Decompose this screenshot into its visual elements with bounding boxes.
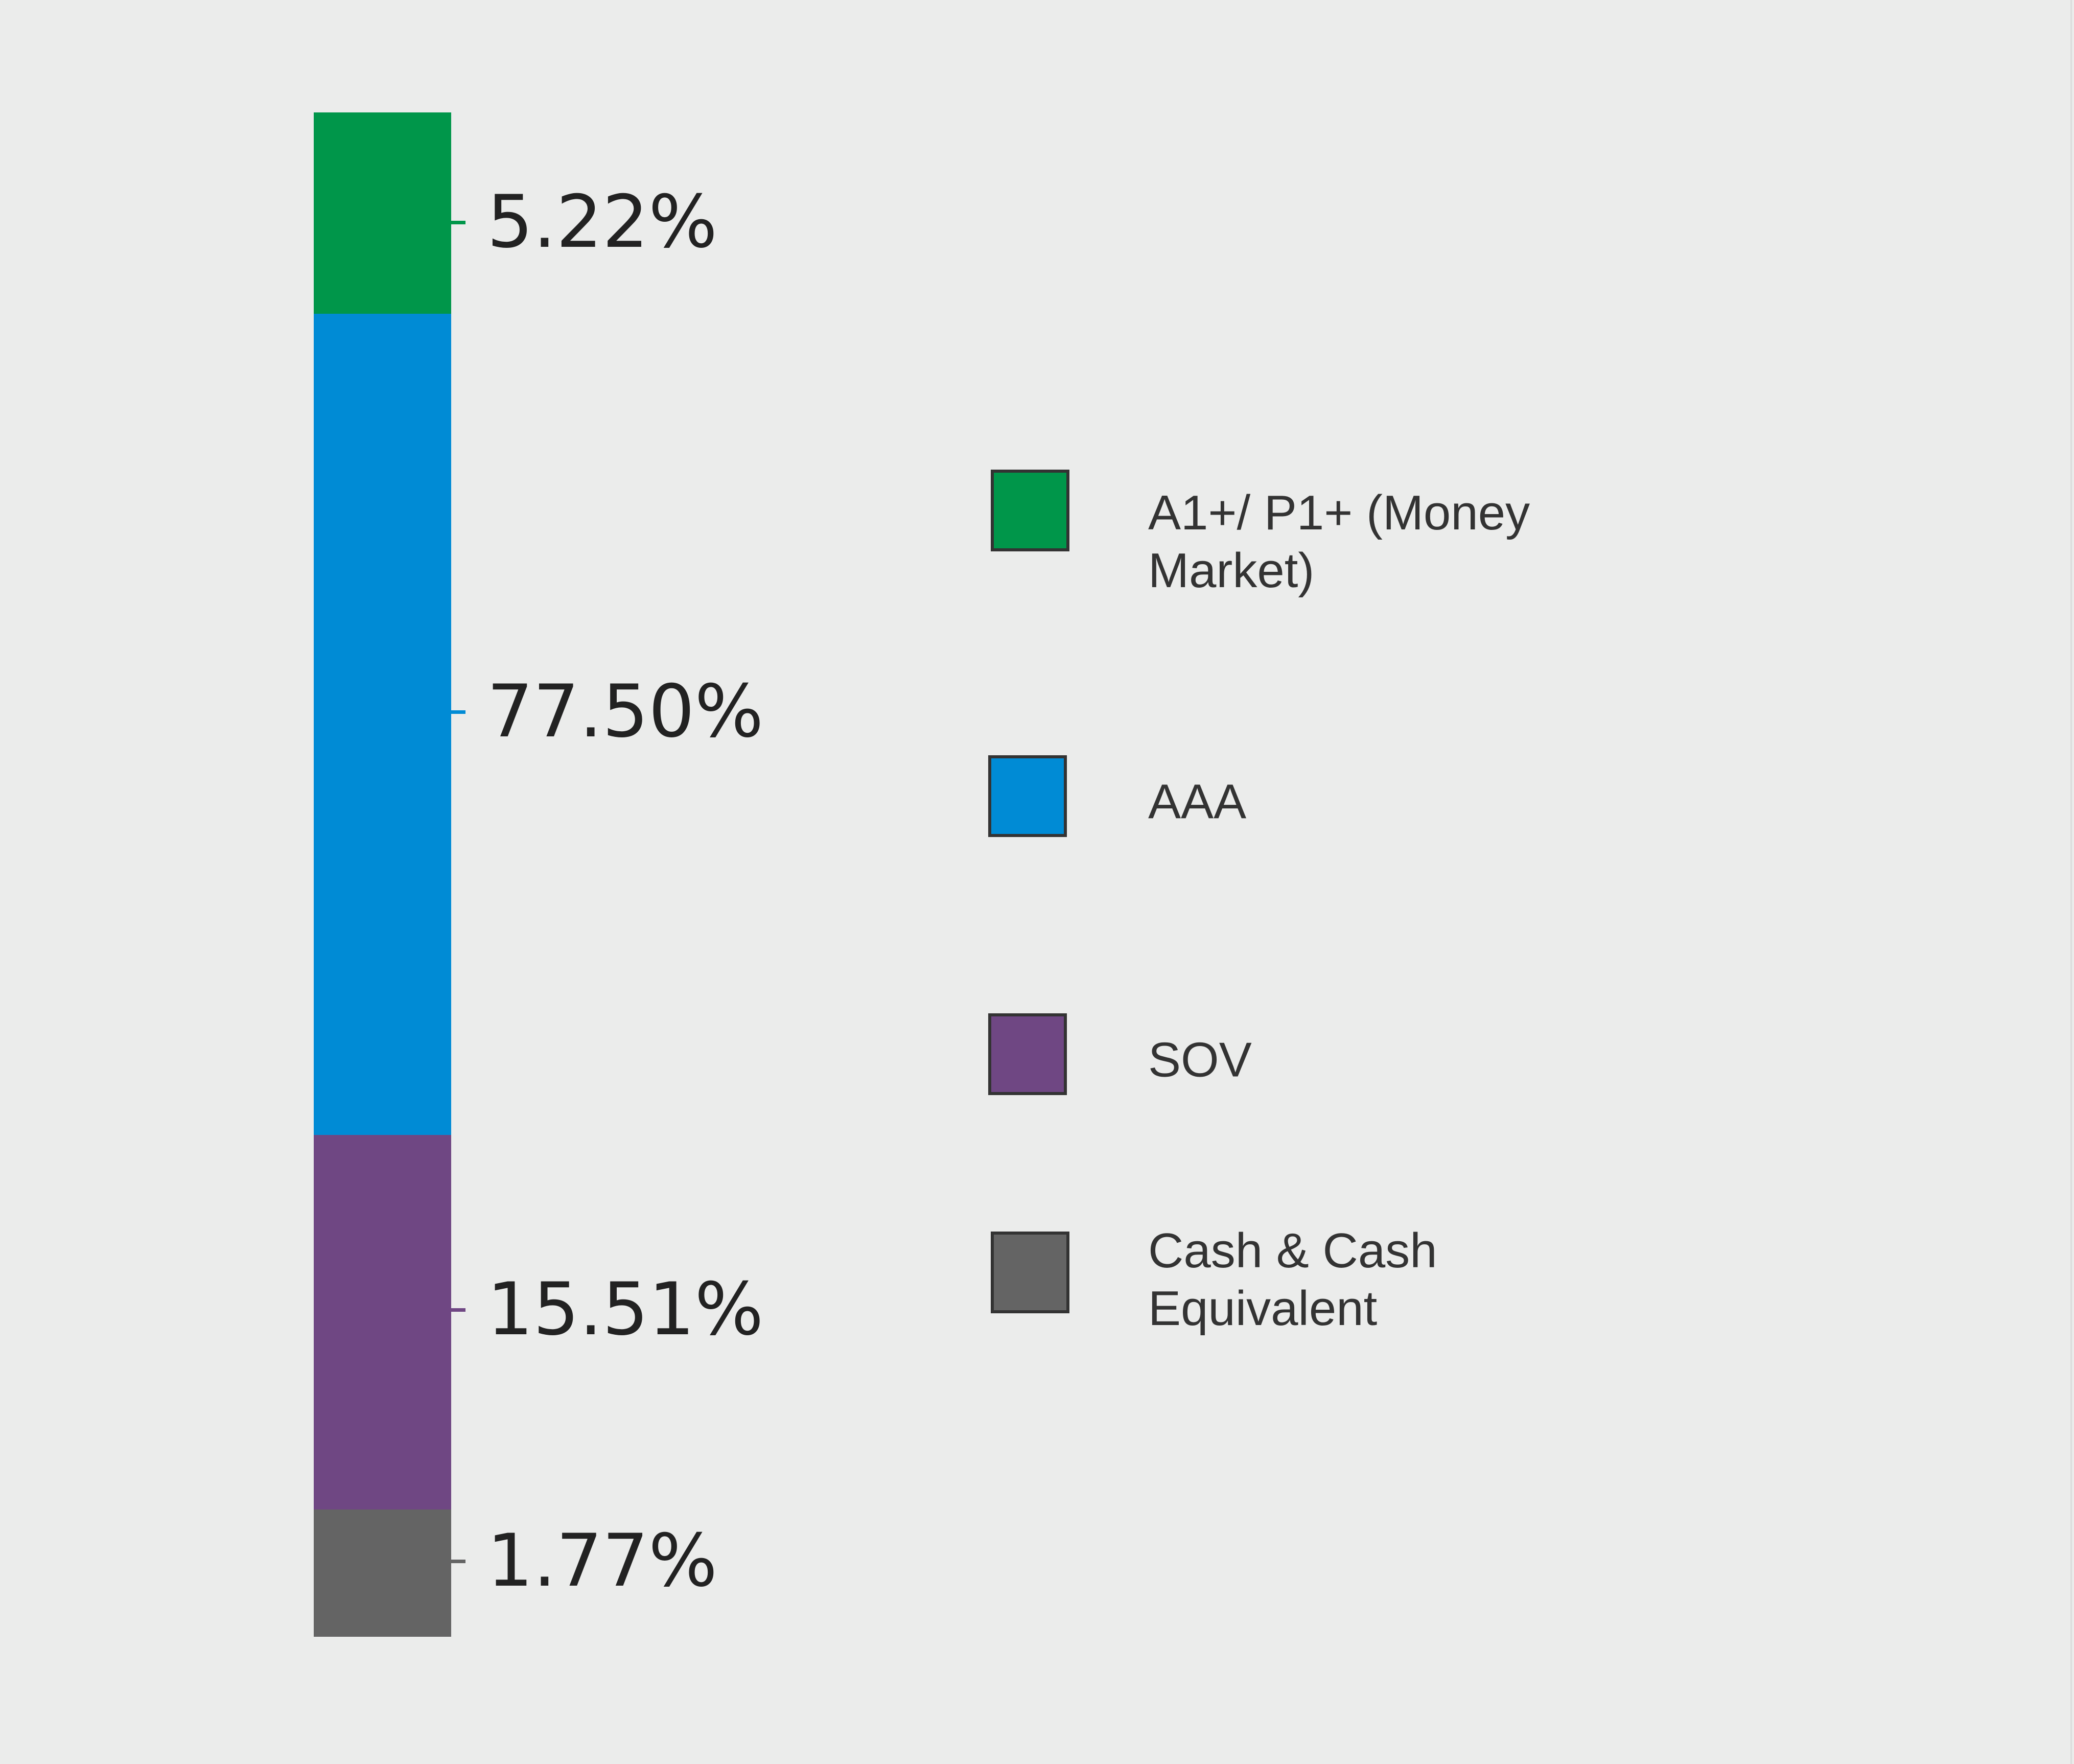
label-tick (451, 221, 465, 224)
legend-swatch-sov (988, 1013, 1067, 1095)
data-label: 5.22% (487, 180, 718, 264)
bar-segment-aaa (314, 314, 451, 1135)
data-label: 1.77% (487, 1519, 718, 1603)
legend-label-sov: SOV (1148, 1032, 1252, 1087)
label-tick (451, 1308, 465, 1312)
legend-label-line: Market) (1148, 543, 1315, 598)
legend-label-line: A1+/ P1+ (Money (1148, 485, 1530, 540)
legend-swatch-a1-p1 (991, 470, 1069, 551)
bar-segment-sov (314, 1135, 451, 1510)
label-tick (451, 710, 465, 714)
legend-label-a1-p1: A1+/ P1+ (Money Market) (1148, 484, 1608, 599)
legend-label-aaa: AAA (1148, 774, 1247, 829)
label-tick (451, 1560, 465, 1563)
legend-label-cash: Cash & Cash Equivalent (1148, 1223, 1437, 1336)
legend-swatch-cash (991, 1232, 1069, 1313)
legend-swatch-aaa (988, 755, 1067, 837)
frame-edge (2070, 0, 2072, 1764)
bar-segment-cash (314, 1510, 451, 1637)
data-label: 15.51% (487, 1267, 764, 1352)
bar-segment-a1-p1 (314, 112, 451, 314)
data-label: 77.50% (487, 669, 764, 754)
